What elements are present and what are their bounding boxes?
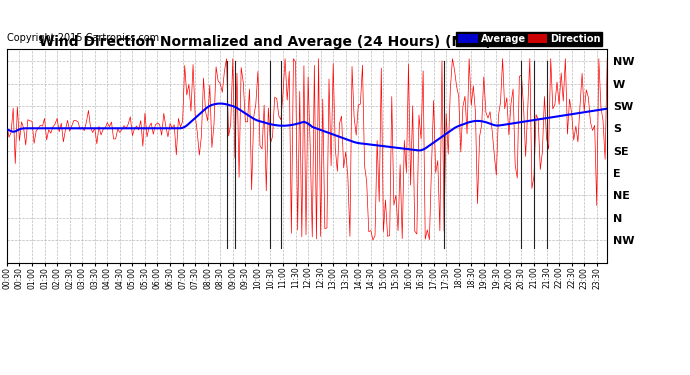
Title: Wind Direction Normalized and Average (24 Hours) (New) 20150921: Wind Direction Normalized and Average (2… bbox=[39, 35, 575, 49]
Text: Copyright 2015 Cartronics.com: Copyright 2015 Cartronics.com bbox=[7, 33, 159, 44]
Legend: Average, Direction: Average, Direction bbox=[456, 32, 602, 46]
